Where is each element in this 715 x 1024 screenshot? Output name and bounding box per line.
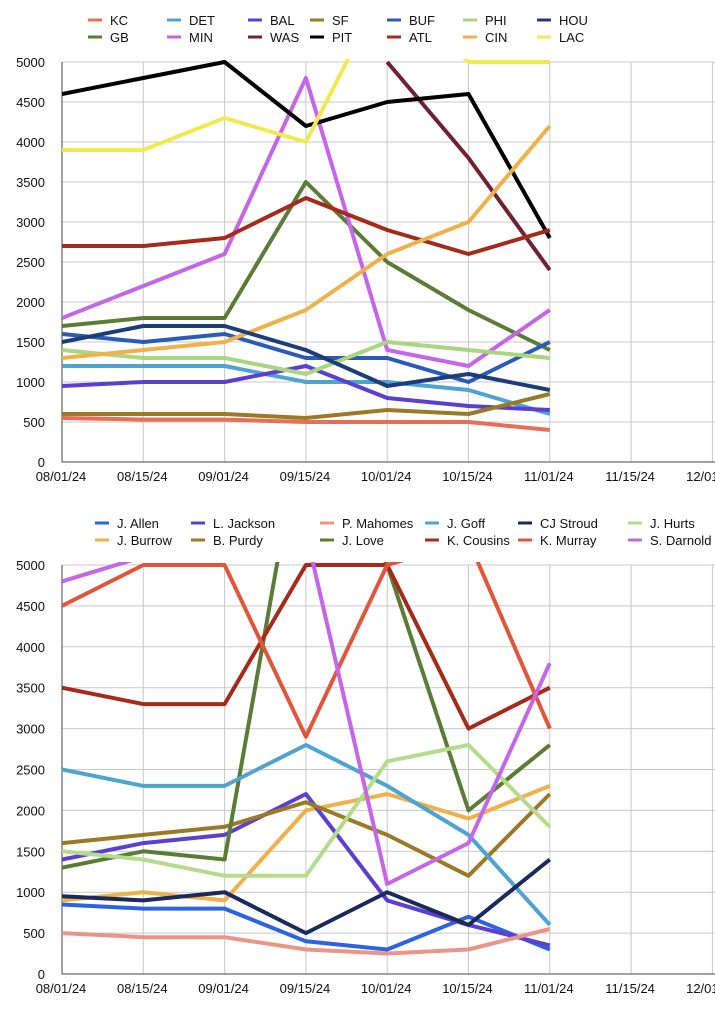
x-tick-label: 09/15/24 [280,469,331,484]
y-tick-label: 0 [38,455,45,470]
legend-label: CIN [485,30,507,45]
legend-label: P. Mahomes [342,516,414,531]
y-tick-label: 1000 [16,885,45,900]
legend-label: K. Murray [540,533,597,548]
series-line-k-cousins [62,563,551,731]
legend-label: BUF [409,13,435,28]
series-line-phi [62,340,550,376]
legend: KC GB DET MIN BAL WAS SF PIT BUF ATL PHI CIN HOU LAC [88,13,588,45]
y-tick-label: 5000 [16,55,45,70]
legend-label: KC [110,13,128,28]
series-line-det [62,364,551,416]
legend-label: GB [110,30,129,45]
y-tick-label: 3000 [16,722,45,737]
legend-label: J. Love [342,533,384,548]
x-tick-label: 10/15/24 [442,469,493,484]
plot-area [62,59,552,432]
series-line-kc [62,416,550,432]
x-tick-label: 10/01/24 [361,981,412,996]
series-line-k-murray [62,562,552,739]
series-line-b-purdy [62,792,552,878]
series-line-j-hurts [62,743,552,878]
series-line-j-goff [62,743,552,927]
y-tick-label: 3000 [16,215,45,230]
series-line-j-allen [62,902,551,952]
legend-label: BAL [270,13,295,28]
series-line-min [62,76,551,368]
series-line-gb [62,180,551,352]
chart-1: 0 500 1000 1500 2000 2500 3000 3500 4000 4500 5000… [16,13,715,484]
x-tick-label: 09/15/24 [280,981,331,996]
series-line-sf [62,392,551,420]
legend-label: K. Cousins [447,533,510,548]
y-tick-label: 3500 [16,681,45,696]
x-tick-label: 09/01/24 [198,469,249,484]
series-line-s-darnold [62,562,552,886]
y-tick-label: 4000 [16,135,45,150]
legend-label: PIT [332,30,352,45]
y-tick-label: 0 [38,967,45,982]
x-tick-label: 09/01/24 [198,981,249,996]
x-tick-label: 11/01/24 [524,469,574,484]
series-line-lac [62,59,550,152]
y-tick-label: 1500 [16,335,45,350]
y-tick-label: 2500 [16,763,45,778]
series-line-j-love [62,562,552,870]
series-line-cj-stroud [62,857,552,936]
y-tick-label: 5000 [16,558,45,573]
gridlines [61,564,715,975]
y-tick-label: 500 [23,415,45,430]
series-line-cin [62,124,552,360]
y-tick-label: 1000 [16,375,45,390]
legend-label: LAC [559,30,584,45]
legend-label: SF [332,13,349,28]
x-tick-label: 10/01/24 [361,469,412,484]
x-tick-label: 12/01/24 [686,981,715,996]
x-tick-label: 12/01/24 [686,469,715,484]
series-line-buf [62,332,551,384]
legend-label: L. Jackson [213,516,275,531]
x-tick-label: 08/01/24 [36,981,87,996]
series-line-j-burrow [62,784,551,903]
series-line-atl [62,196,551,256]
legend-label: WAS [270,30,299,45]
x-tick-label: 08/15/24 [117,981,168,996]
y-tick-label: 500 [23,926,45,941]
legend-label: CJ Stroud [540,516,598,531]
y-tick-label: 2000 [16,295,45,310]
legend-label: B. Purdy [213,533,263,548]
legend-label: DET [189,13,215,28]
series-line-was [385,60,552,272]
legend-label: J. Allen [117,516,159,531]
legend-label: S. Darnold [650,533,711,548]
legend-label: J. Burrow [117,533,173,548]
y-tick-label: 2000 [16,803,45,818]
y-tick-label: 3500 [16,175,45,190]
x-tick-label: 11/01/24 [524,981,574,996]
y-tick-label: 1500 [16,844,45,859]
series-line-p-mahomes [62,927,551,956]
y-tick-label: 4500 [16,95,45,110]
series-line-hou [62,324,551,392]
legend-label: MIN [189,30,213,45]
x-tick-label: 11/15/24 [605,981,655,996]
series-line-pit [62,60,552,239]
chart-2: 0 500 1000 1500 2000 2500 3000 3500 4000 4500 5000… [16,516,715,996]
legend-label: J. Goff [447,516,485,531]
x-tick-label: 11/15/24 [605,469,655,484]
y-tick-label: 2500 [16,255,45,270]
legend-label: ATL [409,30,432,45]
legend: J. Allen J. Burrow L. Jackson B. Purdy P. Ma… [95,516,711,548]
series-line-bal [62,364,550,412]
y-tick-label: 4000 [16,640,45,655]
plot-area [62,562,552,956]
legend-label: J. Hurts [650,516,695,531]
x-tick-label: 08/01/24 [36,469,87,484]
y-tick-label: 4500 [16,599,45,614]
legend-label: HOU [559,13,588,28]
x-tick-label: 10/15/24 [442,981,493,996]
x-tick-label: 08/15/24 [117,469,168,484]
legend-label: PHI [485,13,507,28]
